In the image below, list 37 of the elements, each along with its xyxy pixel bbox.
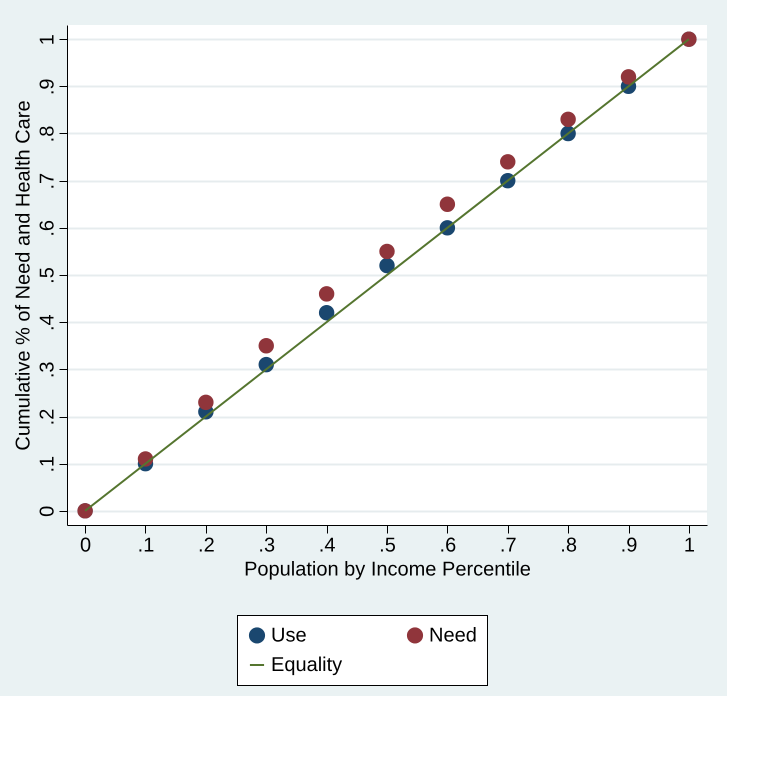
point [318, 286, 334, 302]
y-tick-label: .3 [36, 361, 58, 378]
x-tick-label: .1 [138, 534, 154, 556]
legend-label: Use [271, 624, 307, 646]
point [560, 112, 576, 128]
legend-label: Equality [271, 654, 342, 676]
x-tick-label: .2 [198, 534, 215, 556]
point [379, 244, 395, 260]
x-tick-label: .9 [620, 534, 638, 556]
x-tick-label: .6 [440, 534, 456, 556]
y-tick-label: .8 [36, 126, 58, 142]
x-axis-title: Population by Income Percentile [244, 558, 531, 580]
y-tick-label: .5 [36, 267, 58, 284]
x-tick-label: 0 [80, 534, 92, 556]
x-tick-label: .3 [258, 534, 276, 556]
y-tick-label: .7 [36, 172, 58, 190]
x-tick-label: .4 [318, 534, 336, 556]
y-axis-title: Cumulative % of Need and Health Care [12, 100, 34, 451]
y-tick-label: .6 [36, 220, 58, 237]
y-tick-label: .9 [36, 78, 58, 96]
point [379, 258, 395, 274]
legend-label: Need [429, 624, 477, 646]
point [440, 196, 456, 212]
point [198, 394, 214, 410]
y-tick-label: .2 [36, 408, 58, 426]
y-tick-label: 1 [36, 34, 58, 46]
point [620, 69, 636, 85]
point [500, 154, 516, 170]
x-tick-label: 1 [684, 534, 695, 556]
point [318, 305, 334, 320]
point [258, 338, 274, 354]
x-tick-label: .8 [560, 534, 577, 556]
y-tick-label: 0 [36, 506, 58, 517]
y-tick-label: .4 [36, 314, 58, 332]
y-tick-label: .1 [36, 456, 58, 473]
x-tick-label: .7 [500, 534, 517, 556]
x-tick-label: .5 [379, 534, 396, 556]
